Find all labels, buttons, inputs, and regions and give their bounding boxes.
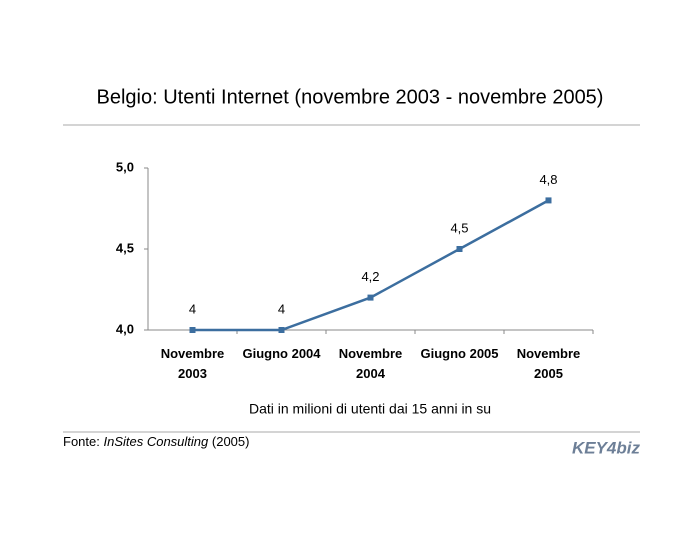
x-tick-label: Novembre 2004 [338, 346, 403, 381]
x-tick-label: Novembre 2005 [516, 346, 581, 381]
marker [545, 197, 552, 204]
y-tick-label: 4,5 [116, 240, 134, 255]
marker [456, 246, 463, 252]
data-label: 4,8 [539, 172, 557, 187]
data-label: 4,5 [450, 220, 468, 235]
x-axis-label: Dati in milioni di utenti dai 15 anni in… [249, 401, 491, 417]
x-tick-label: Giugno 2005 [420, 346, 499, 361]
data-label: 4 [278, 301, 285, 316]
x-tick-label: Giugno 2004 [242, 346, 321, 361]
y-tick-label: 4,0 [116, 321, 134, 336]
source-prefix: Fonte: [63, 434, 100, 449]
data-label: 4 [189, 301, 196, 316]
chart-title: Belgio: Utenti Internet (novembre 2003 -… [97, 86, 604, 108]
marker [278, 327, 285, 333]
marker [189, 327, 196, 333]
logo: KEY4biz [572, 438, 641, 457]
marker [367, 294, 374, 301]
source-suffix: (2005) [212, 434, 250, 449]
source: Fonte: InSites Consulting (2005) [63, 434, 249, 449]
data-label: 4,2 [361, 269, 379, 284]
y-tick-label: 5,0 [116, 159, 134, 174]
line [192, 199, 550, 332]
source-name: InSites Consulting [103, 434, 209, 449]
x-tick-label: Novembre 2003 [160, 346, 225, 381]
